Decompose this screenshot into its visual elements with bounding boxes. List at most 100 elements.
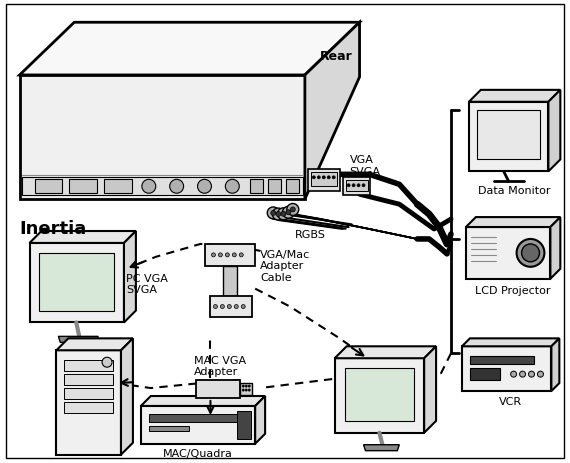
- Circle shape: [278, 208, 290, 220]
- Circle shape: [248, 389, 250, 391]
- Bar: [345, 369, 414, 421]
- Polygon shape: [424, 347, 436, 433]
- Polygon shape: [551, 338, 559, 391]
- Polygon shape: [19, 76, 305, 200]
- Bar: [470, 369, 500, 380]
- Circle shape: [221, 305, 225, 309]
- Circle shape: [242, 385, 245, 388]
- Text: MAC VGA
Adapter: MAC VGA Adapter: [194, 355, 246, 376]
- Bar: [35, 180, 62, 194]
- Polygon shape: [141, 396, 265, 406]
- Bar: [210, 296, 252, 318]
- Circle shape: [245, 385, 247, 388]
- Circle shape: [241, 305, 245, 309]
- Bar: [64, 360, 113, 371]
- Bar: [241, 383, 252, 395]
- Circle shape: [290, 207, 295, 213]
- Bar: [64, 388, 113, 399]
- Bar: [286, 180, 299, 194]
- Polygon shape: [56, 338, 133, 350]
- Circle shape: [245, 389, 247, 391]
- Polygon shape: [364, 445, 400, 450]
- Circle shape: [211, 253, 215, 257]
- Polygon shape: [469, 91, 560, 103]
- Bar: [250, 180, 263, 194]
- Polygon shape: [56, 350, 121, 455]
- Text: LCD Projector: LCD Projector: [475, 285, 551, 295]
- Polygon shape: [462, 347, 551, 391]
- Text: MAC/Quadra: MAC/Quadra: [162, 448, 233, 458]
- Circle shape: [287, 204, 299, 216]
- Polygon shape: [335, 358, 424, 433]
- Polygon shape: [19, 23, 360, 76]
- Polygon shape: [335, 347, 436, 358]
- Circle shape: [520, 371, 526, 377]
- Circle shape: [516, 239, 544, 267]
- Bar: [223, 266, 237, 296]
- Polygon shape: [30, 244, 124, 323]
- Circle shape: [347, 184, 350, 188]
- Text: VCR: VCR: [499, 396, 522, 406]
- Circle shape: [327, 176, 330, 180]
- Polygon shape: [58, 337, 98, 343]
- Circle shape: [352, 184, 355, 188]
- Polygon shape: [466, 227, 551, 279]
- Circle shape: [142, 180, 156, 194]
- Circle shape: [322, 176, 325, 180]
- Polygon shape: [305, 23, 360, 200]
- Polygon shape: [462, 338, 559, 347]
- Circle shape: [267, 207, 279, 219]
- Bar: [22, 178, 303, 196]
- Text: Inertia: Inertia: [19, 219, 87, 238]
- Text: Data Monitor: Data Monitor: [478, 186, 551, 196]
- Text: VGA
SVGA: VGA SVGA: [349, 155, 381, 177]
- Circle shape: [170, 180, 184, 194]
- Circle shape: [283, 207, 294, 219]
- Circle shape: [522, 244, 539, 262]
- Bar: [343, 178, 370, 196]
- Circle shape: [225, 180, 239, 194]
- Bar: [345, 181, 368, 192]
- Circle shape: [276, 212, 281, 217]
- Bar: [149, 426, 189, 431]
- Circle shape: [213, 305, 217, 309]
- Text: PC VGA
SVGA: PC VGA SVGA: [126, 273, 168, 295]
- Polygon shape: [548, 91, 560, 172]
- Bar: [308, 170, 340, 192]
- Circle shape: [281, 212, 286, 217]
- Bar: [311, 173, 337, 187]
- Circle shape: [538, 371, 543, 377]
- Bar: [268, 180, 281, 194]
- Bar: [470, 357, 535, 364]
- Circle shape: [511, 371, 516, 377]
- Circle shape: [317, 176, 320, 180]
- Polygon shape: [141, 406, 255, 444]
- Bar: [39, 253, 114, 311]
- Circle shape: [233, 253, 237, 257]
- Text: VGA/Mac
Adapter
Cable: VGA/Mac Adapter Cable: [260, 250, 311, 282]
- Polygon shape: [30, 232, 136, 244]
- Circle shape: [528, 371, 535, 377]
- Circle shape: [227, 305, 231, 309]
- Bar: [64, 402, 113, 413]
- Polygon shape: [121, 338, 133, 455]
- Polygon shape: [551, 218, 560, 279]
- Circle shape: [234, 305, 238, 309]
- Circle shape: [198, 180, 211, 194]
- Bar: [149, 414, 238, 422]
- Text: RGBS: RGBS: [295, 230, 326, 239]
- Polygon shape: [469, 103, 548, 172]
- Polygon shape: [255, 396, 265, 444]
- Circle shape: [239, 253, 243, 257]
- Bar: [205, 244, 255, 266]
- Bar: [104, 180, 132, 194]
- Bar: [477, 111, 540, 160]
- Circle shape: [332, 176, 335, 180]
- Circle shape: [362, 184, 365, 188]
- Circle shape: [225, 253, 229, 257]
- Circle shape: [271, 211, 276, 216]
- Bar: [64, 374, 113, 385]
- Bar: [196, 380, 241, 398]
- Circle shape: [242, 389, 245, 391]
- Circle shape: [312, 176, 315, 180]
